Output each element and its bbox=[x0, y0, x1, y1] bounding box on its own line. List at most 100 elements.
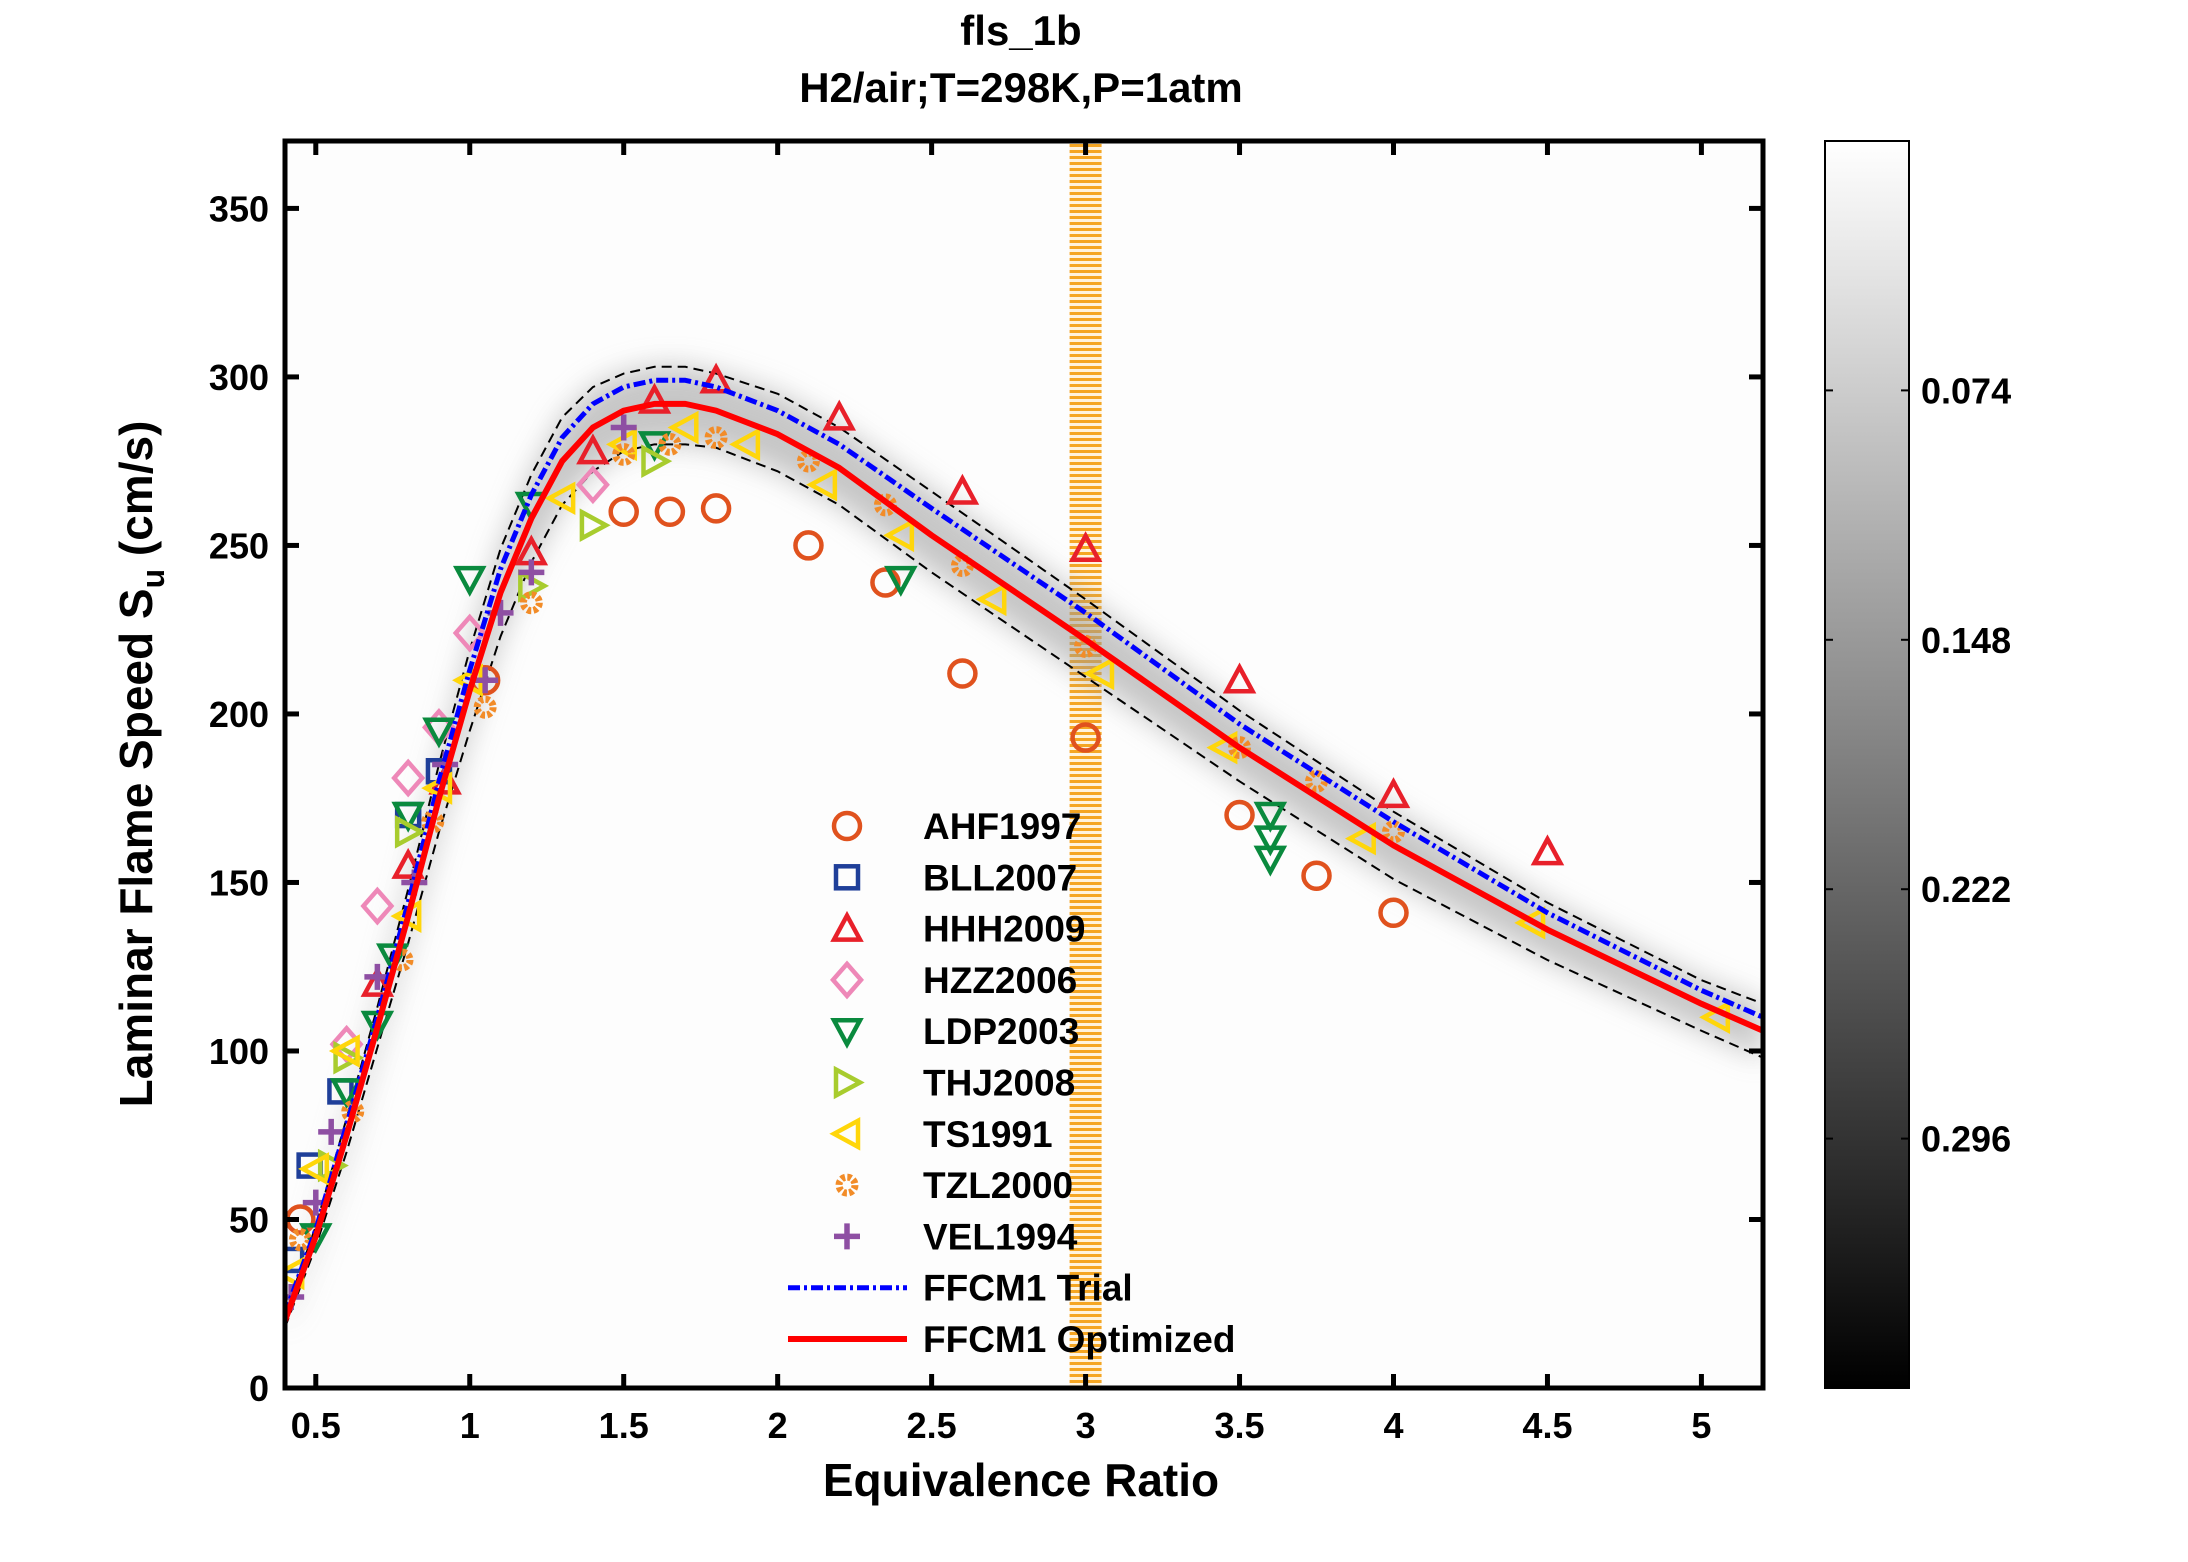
data-point bbox=[391, 801, 425, 833]
data-point bbox=[658, 432, 682, 456]
data-point bbox=[793, 530, 824, 561]
data-point bbox=[575, 465, 610, 505]
y-tick-label: 50 bbox=[229, 1199, 269, 1240]
data-point bbox=[318, 1118, 345, 1145]
axes-frame bbox=[282, 138, 1766, 1391]
data-point bbox=[576, 433, 610, 465]
data-point bbox=[884, 565, 918, 597]
legend-label: FFCM1 Optimized bbox=[923, 1319, 1235, 1360]
colorbar-gradient bbox=[1824, 140, 1910, 1389]
x-tick-label: 1 bbox=[460, 1405, 480, 1446]
legend-label: AHF1997 bbox=[923, 806, 1081, 847]
data-point bbox=[822, 399, 857, 431]
data-point bbox=[421, 810, 445, 834]
legend-label: VEL1994 bbox=[923, 1216, 1078, 1257]
data-point bbox=[360, 886, 395, 926]
data-point bbox=[796, 449, 820, 473]
data-point bbox=[1083, 656, 1115, 691]
data-point bbox=[1068, 531, 1103, 563]
y-tick-label: 200 bbox=[209, 694, 269, 735]
data-point bbox=[288, 1228, 312, 1252]
data-point bbox=[1070, 722, 1101, 753]
legend: AHF1997 BLL2007 HHH2009 HZZ2006 LDP2003 THJ20… bbox=[788, 806, 1235, 1360]
y-tick-label: 250 bbox=[209, 525, 269, 566]
chart-title: fls_1b bbox=[960, 7, 1081, 54]
legend-label: BLL2007 bbox=[923, 857, 1077, 898]
data-point bbox=[1530, 834, 1565, 866]
x-tick-label: 4 bbox=[1383, 1405, 1403, 1446]
data-point bbox=[947, 658, 978, 689]
data-point bbox=[422, 717, 456, 749]
data-point bbox=[654, 496, 686, 527]
axes: 0.5 1 1.5 2 2.5 3 3.5 4 4.5 505010015020025030035… bbox=[209, 138, 1766, 1446]
uncertainty-shading bbox=[285, 366, 1763, 1328]
legend-marker-bll2007 bbox=[833, 864, 861, 891]
data-point bbox=[699, 362, 733, 394]
data-point bbox=[975, 582, 1007, 617]
data-point bbox=[704, 426, 728, 450]
data-point bbox=[1224, 799, 1255, 831]
data-point bbox=[637, 431, 672, 463]
y-tick-label: 350 bbox=[209, 188, 269, 229]
data-point bbox=[341, 1100, 365, 1124]
highlight-band bbox=[1069, 141, 1102, 1388]
data-point bbox=[1376, 777, 1411, 809]
legend-label: LDP2003 bbox=[923, 1011, 1079, 1052]
data-point bbox=[298, 1152, 330, 1186]
legend-marker-hzz2006 bbox=[830, 960, 864, 1000]
colorbar-tick-label: 0.148 bbox=[1921, 620, 2011, 661]
x-tick-label: 5 bbox=[1691, 1405, 1711, 1446]
colorbar: 0.074 0.148 0.222 0.296 bbox=[1824, 140, 2011, 1389]
data-point bbox=[579, 508, 611, 542]
data-point bbox=[333, 1040, 365, 1075]
data-point bbox=[1222, 662, 1257, 694]
data-point bbox=[391, 847, 425, 879]
x-tick-label: 3.5 bbox=[1215, 1405, 1265, 1446]
legend-marker-hhh2009 bbox=[830, 910, 864, 942]
data-point bbox=[1253, 825, 1288, 857]
data-point bbox=[1301, 860, 1332, 891]
data-point bbox=[328, 1034, 360, 1068]
x-tick-label: 2.5 bbox=[907, 1405, 957, 1446]
data-point bbox=[608, 496, 639, 527]
data-point bbox=[729, 427, 761, 462]
curve-ffcm1-optimized bbox=[285, 400, 1763, 1322]
data-point bbox=[870, 567, 901, 598]
data-point bbox=[329, 1078, 364, 1110]
data-point bbox=[452, 565, 487, 597]
plot-background bbox=[285, 141, 1763, 1388]
y-axis-label-subscript: u bbox=[135, 569, 171, 589]
data-point bbox=[1253, 845, 1288, 877]
data-point bbox=[394, 815, 426, 849]
y-tick-label: 150 bbox=[209, 862, 269, 903]
data-point bbox=[1514, 906, 1546, 940]
data-point bbox=[883, 518, 915, 553]
data-point bbox=[519, 591, 543, 615]
legend-marker-ts1991 bbox=[829, 1117, 861, 1151]
y-tick-label: 0 bbox=[249, 1368, 269, 1409]
data-point bbox=[1378, 897, 1409, 929]
legend-marker-tzl2000 bbox=[835, 1173, 859, 1197]
legend-label: TZL2000 bbox=[923, 1165, 1073, 1206]
plot-area bbox=[285, 141, 1763, 1388]
y-axis-label-main: Laminar Flame Speed S bbox=[110, 588, 162, 1107]
data-point bbox=[391, 758, 426, 798]
data-point bbox=[1382, 820, 1405, 844]
curve-ffcm1-trial bbox=[285, 377, 1763, 1315]
data-point bbox=[950, 554, 974, 578]
legend-marker-vel1994 bbox=[834, 1223, 860, 1250]
legend-label: TS1991 bbox=[923, 1114, 1053, 1155]
y-axis-label-unit: (cm/s) bbox=[110, 421, 162, 569]
series-thj2008 bbox=[317, 444, 673, 1183]
data-point bbox=[641, 444, 673, 478]
legend-marker-ahf1997 bbox=[831, 810, 863, 842]
data-point bbox=[700, 493, 732, 524]
y-axis-label: Laminar Flame Speed Su (cm/s) bbox=[110, 421, 171, 1108]
data-point bbox=[473, 695, 497, 719]
data-point bbox=[360, 1010, 395, 1042]
lower-bound-line bbox=[285, 443, 1763, 1328]
x-tick-label: 0.5 bbox=[291, 1405, 341, 1446]
data-point bbox=[544, 481, 576, 516]
data-point bbox=[360, 965, 395, 997]
